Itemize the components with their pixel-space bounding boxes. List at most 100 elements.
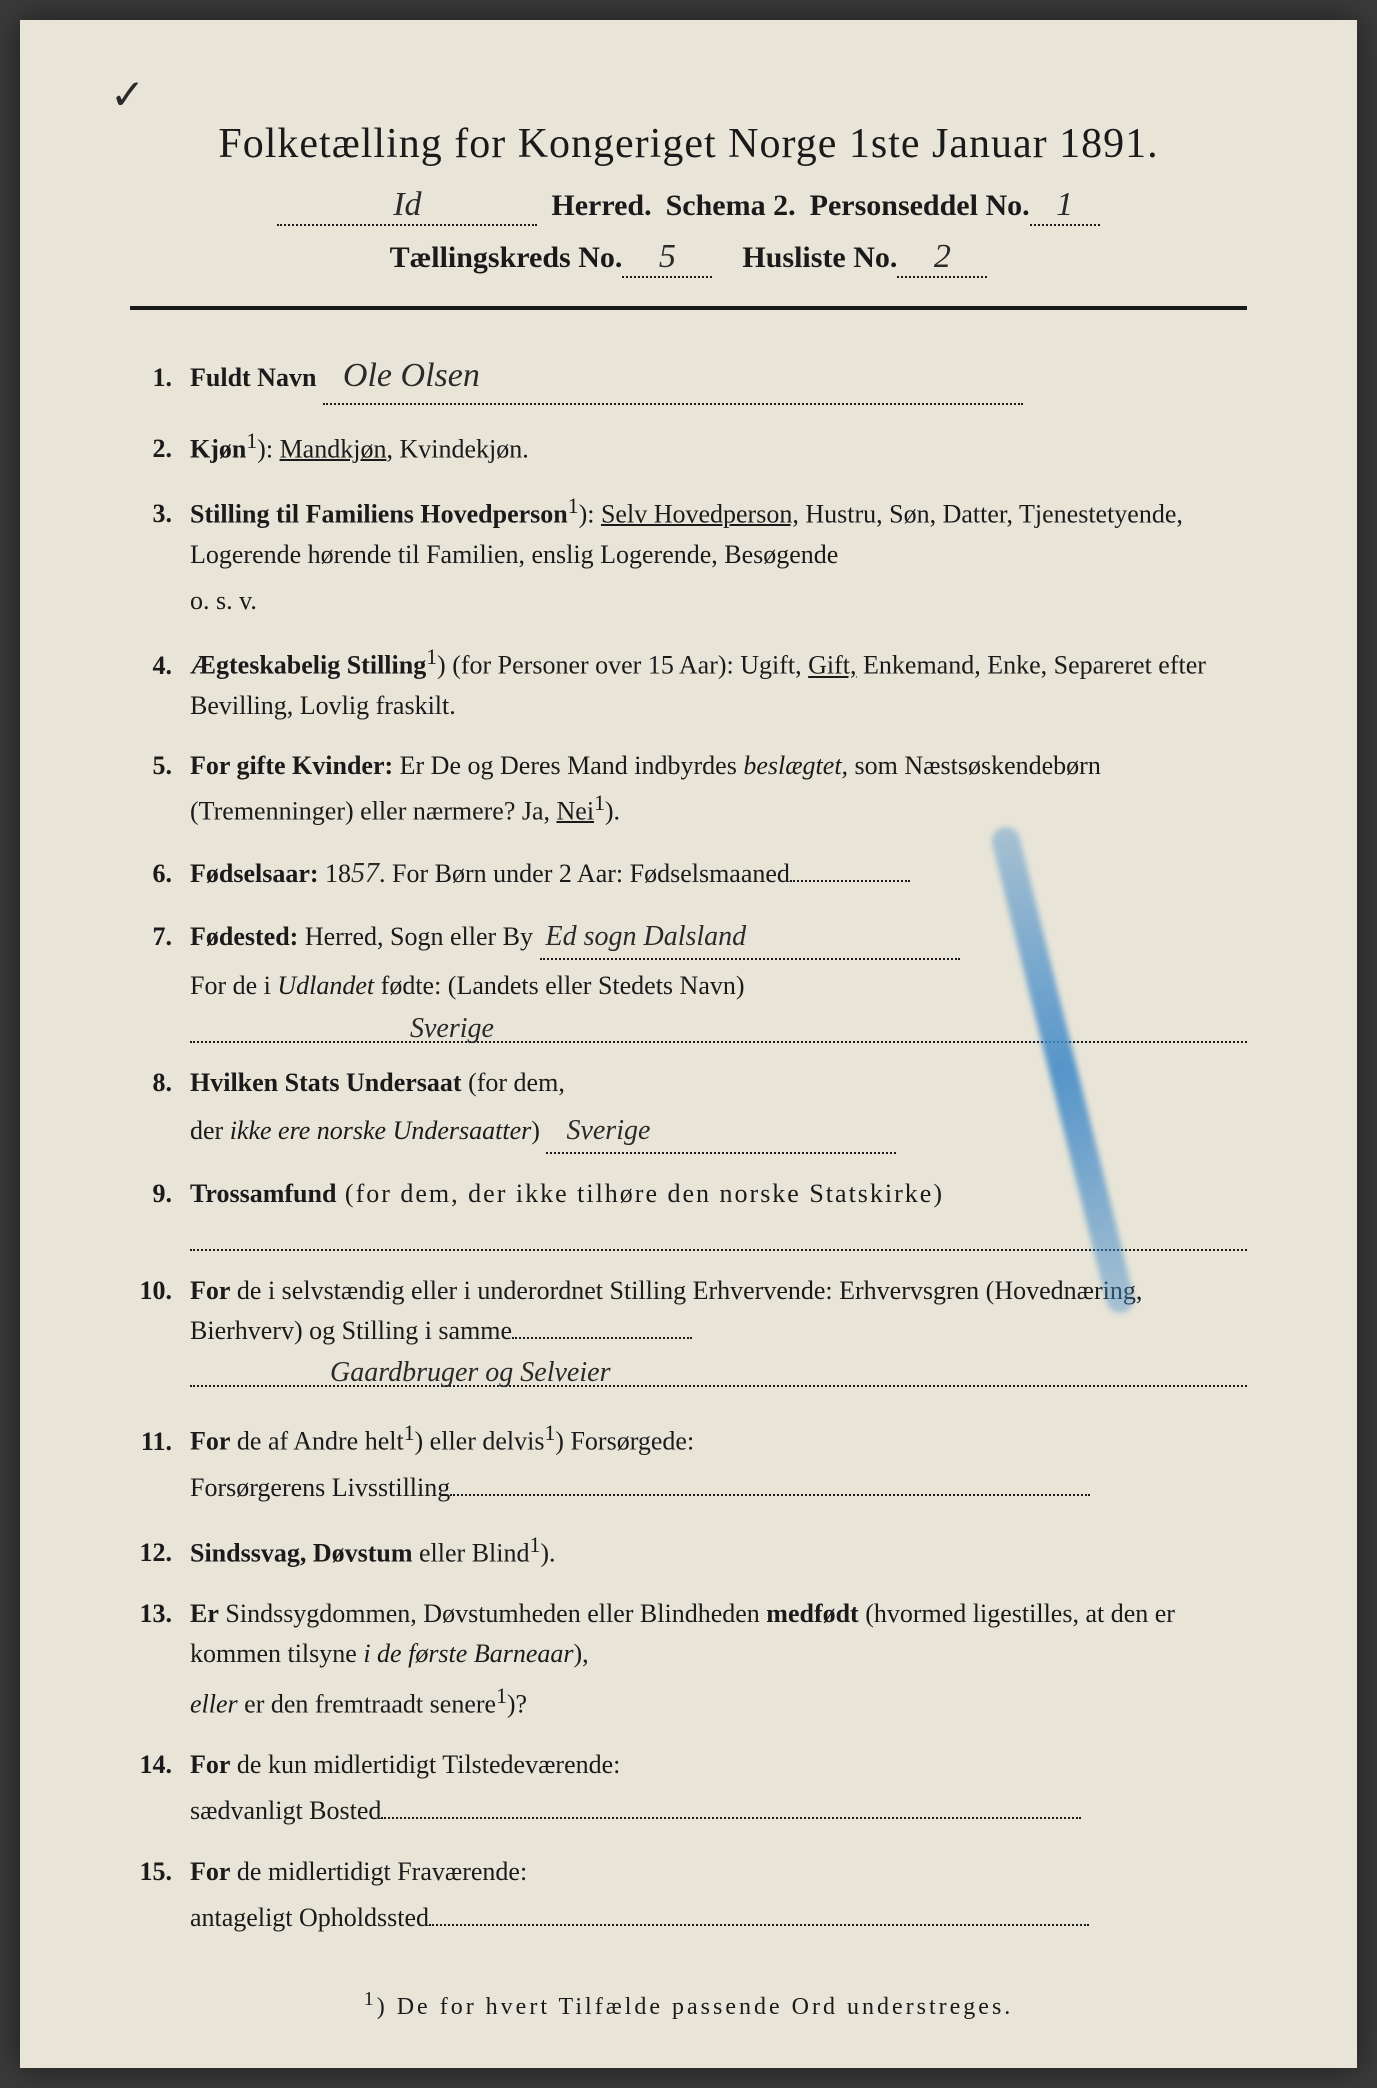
text-5a: Er De og Deres Mand indbyrdes	[393, 751, 743, 780]
sup-12: 1	[530, 1533, 541, 1557]
label-6: Fødselsaar:	[190, 859, 319, 888]
text-11d: Forsørgerens Livsstilling	[190, 1473, 450, 1502]
label-15: For	[190, 1857, 230, 1886]
year-prefix: 18	[319, 859, 352, 888]
text-13a: Sindssygdommen, Døvstumheden eller Blind…	[219, 1599, 766, 1628]
text-3a: ):	[579, 499, 601, 528]
row-11: 11. For de af Andre helt1) eller delvis1…	[130, 1417, 1247, 1508]
value-7: Ed sogn Dalsland	[540, 915, 960, 960]
opt-hovedperson: Selv Hovedperson,	[601, 499, 799, 528]
text-12b: ).	[540, 1538, 555, 1567]
text-2a: ):	[257, 434, 279, 463]
row-1: 1. Fuldt Navn Ole Olsen	[130, 350, 1247, 405]
husliste-value: 2	[897, 238, 987, 278]
text-11b: ) eller delvis	[415, 1427, 545, 1456]
num-2: 2.	[130, 429, 190, 469]
text-14: de kun midlertidigt Tilstedeværende:	[230, 1750, 620, 1779]
text-13bold: medfødt	[766, 1599, 858, 1628]
form-title: Folketælling for Kongeriget Norge 1ste J…	[130, 120, 1247, 168]
num-7: 7.	[130, 917, 190, 957]
sup-5: 1	[594, 791, 605, 815]
row-3: 3. Stilling til Familiens Hovedperson1):…	[130, 490, 1247, 622]
sup-11a: 1	[404, 1421, 415, 1445]
label-8: Hvilken Stats Undersaat	[190, 1068, 462, 1097]
text-13e: er den fremtraadt senere	[238, 1690, 496, 1719]
label-10: For	[190, 1276, 230, 1305]
text-7c: Udlandet	[277, 971, 374, 1000]
label-7: Fødested:	[190, 922, 298, 951]
label-5: For gifte Kvinder:	[190, 751, 393, 780]
text-7b: For de i	[190, 971, 277, 1000]
field-month	[790, 858, 910, 882]
footnote-text: ) De for hvert Tilfælde passende Ord und…	[377, 1994, 1014, 2020]
row-7: 7. Fødested: Herred, Sogn eller By Ed so…	[130, 915, 1247, 1043]
footnote: 1) De for hvert Tilfælde passende Ord un…	[130, 1988, 1247, 2021]
field-10a	[512, 1315, 692, 1339]
label-4: Ægteskabelig Stilling	[190, 651, 426, 680]
header-line-2: Tællingskreds No. 5 Husliste No. 2	[130, 238, 1247, 278]
num-10: 10.	[130, 1271, 190, 1311]
text-13f: )?	[507, 1690, 527, 1719]
text-7a: Herred, Sogn eller By	[298, 922, 533, 951]
schema-label: Schema 2.	[666, 189, 796, 223]
text-12a: eller Blind	[413, 1538, 530, 1567]
num-9: 9.	[130, 1174, 190, 1214]
text-5i: beslægtet,	[743, 751, 848, 780]
row-15: 15. For de midlertidigt Fraværende: anta…	[130, 1852, 1247, 1939]
num-15: 15.	[130, 1852, 190, 1892]
header-line-1: Id Herred. Schema 2. Personseddel No. 1	[130, 186, 1247, 226]
year-value: 57	[351, 858, 379, 889]
divider	[130, 306, 1247, 310]
text-15b: antageligt Opholdssted	[190, 1903, 429, 1932]
num-14: 14.	[130, 1745, 190, 1785]
text-8d: )	[531, 1116, 540, 1145]
text-15: de midlertidigt Fraværende:	[230, 1857, 527, 1886]
value-8: Sverige	[546, 1109, 896, 1154]
sup-11b: 1	[544, 1421, 555, 1445]
row-14: 14. For de kun midlertidigt Tilstedevære…	[130, 1745, 1247, 1832]
value-7b: Sverige	[410, 1007, 494, 1050]
label-9: Trossamfund	[190, 1179, 336, 1208]
field-15	[429, 1902, 1089, 1926]
value-1: Ole Olsen	[323, 350, 1023, 405]
husliste-label: Husliste No.	[742, 241, 897, 275]
text-13d: eller	[190, 1690, 238, 1719]
sup-2: 1	[246, 429, 257, 453]
text-9: (for dem, der ikke tilhøre den norske St…	[336, 1179, 944, 1208]
text-11c: ) Forsørgede:	[555, 1427, 694, 1456]
label-11: For	[190, 1427, 230, 1456]
field-7b: Sverige	[190, 1015, 1247, 1043]
row-8: 8. Hvilken Stats Undersaat (for dem, der…	[130, 1063, 1247, 1155]
row-6: 6. Fødselsaar: 1857. For Børn under 2 Aa…	[130, 852, 1247, 895]
text-11a: de af Andre helt	[230, 1427, 403, 1456]
census-form-page: ✓ Folketælling for Kongeriget Norge 1ste…	[20, 20, 1357, 2068]
herred-label: Herred.	[551, 189, 651, 223]
value-10: Gaardbruger og Selveier	[330, 1351, 610, 1394]
text-14b: sædvanligt Bosted	[190, 1796, 381, 1825]
sup-13: 1	[496, 1684, 507, 1708]
field-9	[190, 1223, 1247, 1251]
sup-3: 1	[568, 494, 579, 518]
num-6: 6.	[130, 854, 190, 894]
personseddel-value: 1	[1030, 186, 1100, 226]
num-5: 5.	[130, 746, 190, 786]
row-9: 9. Trossamfund (for dem, der ikke tilhør…	[130, 1174, 1247, 1250]
opt-gift: Gift,	[808, 651, 856, 680]
text-6b: . For Børn under 2 Aar: Fødselsmaaned	[379, 859, 790, 888]
label-13: Er	[190, 1599, 219, 1628]
herred-value: Id	[277, 186, 537, 226]
num-13: 13.	[130, 1594, 190, 1634]
label-12: Sindssvag, Døvstum	[190, 1538, 413, 1567]
text-13i: i de første Barneaar	[363, 1639, 573, 1668]
taellingskreds-value: 5	[622, 238, 712, 278]
num-4: 4.	[130, 646, 190, 686]
label-14: For	[190, 1750, 230, 1779]
taellingskreds-label: Tællingskreds No.	[390, 241, 623, 275]
row-5: 5. For gifte Kvinder: Er De og Deres Man…	[130, 746, 1247, 831]
row-10: 10. For de i selvstændig eller i underor…	[130, 1271, 1247, 1388]
num-11: 11.	[130, 1422, 190, 1462]
text-2b: , Kvindekjøn.	[386, 434, 528, 463]
num-1: 1.	[130, 358, 190, 398]
text-8b: der	[190, 1116, 230, 1145]
text-8a: (for dem,	[462, 1068, 565, 1097]
